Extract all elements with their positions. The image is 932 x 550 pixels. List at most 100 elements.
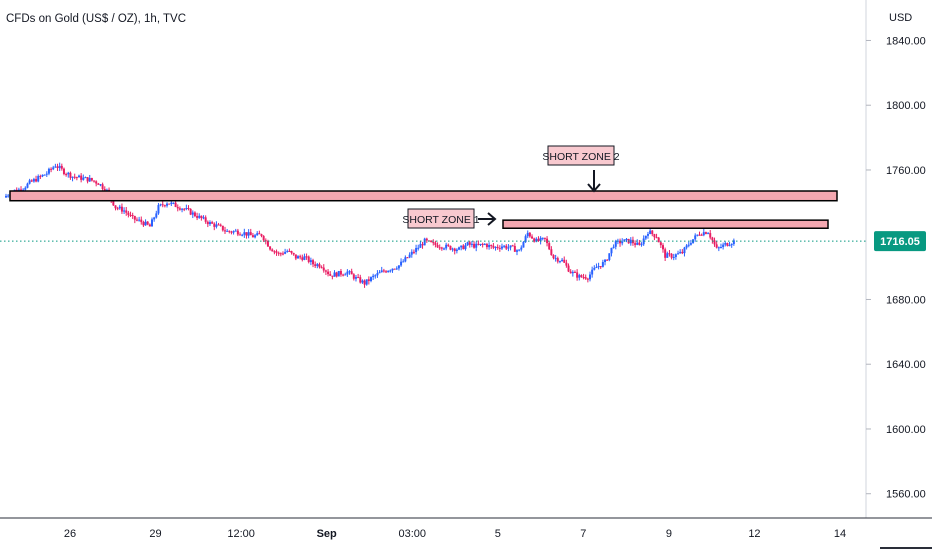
candle-body [359, 277, 362, 283]
candle-body [483, 244, 486, 246]
candle-body [266, 241, 269, 247]
candle-body [704, 232, 707, 234]
candle-body [365, 279, 368, 285]
candle-body [28, 180, 31, 184]
candle-body [492, 245, 495, 248]
candle-body [400, 261, 403, 266]
candle-body [410, 251, 413, 255]
candle-body [307, 256, 310, 263]
candle-body [406, 257, 409, 259]
candle-body [604, 259, 607, 263]
candle-body [86, 177, 89, 182]
short-zone-2-label[interactable]: SHORT ZONE 2 [542, 145, 620, 166]
candle-body [211, 222, 214, 224]
candle-body [621, 241, 624, 244]
candle-body [290, 251, 293, 253]
candle-body [696, 234, 699, 236]
candle-body [297, 256, 299, 259]
candle-body [479, 243, 482, 245]
candle-body [458, 247, 461, 250]
candle-body [273, 251, 276, 253]
price-axis[interactable]: 1840.00 1800.00 1760.00 1680.00 1640.00 1600.… [866, 35, 926, 501]
candle-body [595, 267, 598, 269]
candle-body [619, 240, 622, 244]
candle-body [655, 237, 658, 239]
candle-body [453, 248, 456, 252]
y-tick-label: 1840.00 [886, 35, 926, 47]
candle-body [47, 168, 50, 174]
short-zone-1-label[interactable]: SHORT ZONE 1 [402, 208, 480, 229]
candle-body [101, 184, 104, 189]
candle-body [709, 233, 712, 238]
candle-body [120, 206, 123, 212]
candle-body [314, 264, 317, 266]
candle-body [445, 244, 448, 249]
candle-body [651, 230, 654, 235]
candle-body [419, 244, 422, 248]
candle-body [181, 208, 184, 210]
candle-body [123, 210, 126, 212]
candle-body [455, 249, 458, 252]
candle-body [664, 249, 667, 258]
candle-body [387, 270, 390, 273]
candle-body [670, 253, 673, 258]
candle-body [62, 168, 65, 175]
candle-body [5, 195, 7, 198]
down-arrow-icon [587, 170, 601, 193]
candle-body [125, 210, 128, 213]
candle-body [722, 244, 725, 248]
candle-body [586, 278, 589, 280]
candle-body [217, 224, 220, 226]
short-zone-2-rect[interactable] [9, 190, 838, 202]
candle-body [702, 232, 705, 236]
candle-body [711, 237, 714, 241]
candle-body [370, 277, 372, 282]
candle-body [346, 271, 349, 275]
candle-body [161, 204, 164, 206]
candle-body [342, 274, 345, 276]
last-price-tag: 1716.05 [874, 231, 926, 252]
candle-body [393, 268, 396, 270]
candle-body [129, 214, 132, 216]
short-zone-1-rect[interactable] [502, 219, 829, 229]
candle-body [327, 271, 330, 275]
candle-body [503, 245, 506, 247]
candle-body [468, 242, 471, 245]
candle-body [432, 242, 435, 244]
candle-body [498, 247, 501, 249]
candle-body [640, 244, 643, 246]
candle-body [582, 277, 585, 279]
candle-body [395, 268, 398, 270]
candle-body [318, 264, 321, 268]
candle-body [443, 248, 445, 250]
candle-body [166, 203, 169, 206]
candle-body [475, 243, 478, 248]
candle-body [118, 206, 121, 209]
candle-body [460, 245, 463, 248]
candle-body [597, 266, 600, 268]
candle-body [719, 247, 722, 249]
candle-body [228, 230, 231, 232]
time-axis[interactable]: 26 29 12:00 Sep 03:00 5 7 9 12 14 [64, 528, 846, 540]
candle-body [239, 234, 242, 236]
candle-body [258, 233, 261, 235]
candle-body [224, 230, 226, 232]
candle-body [533, 238, 536, 242]
candle-body [593, 267, 596, 270]
candle-body [653, 234, 656, 238]
candle-body [715, 244, 718, 248]
candle-body [262, 236, 265, 241]
candle-body [196, 216, 199, 218]
candle-body [305, 256, 308, 258]
y-tick-label: 1760.00 [886, 165, 926, 177]
candle-body [372, 275, 375, 278]
candle-body [674, 254, 677, 257]
candle-body [679, 251, 682, 254]
candle-body [191, 212, 194, 215]
candle-body [389, 270, 392, 272]
candle-body [412, 251, 415, 253]
candle-body [249, 232, 252, 236]
candle-body [69, 172, 72, 178]
candle-body [638, 242, 641, 245]
